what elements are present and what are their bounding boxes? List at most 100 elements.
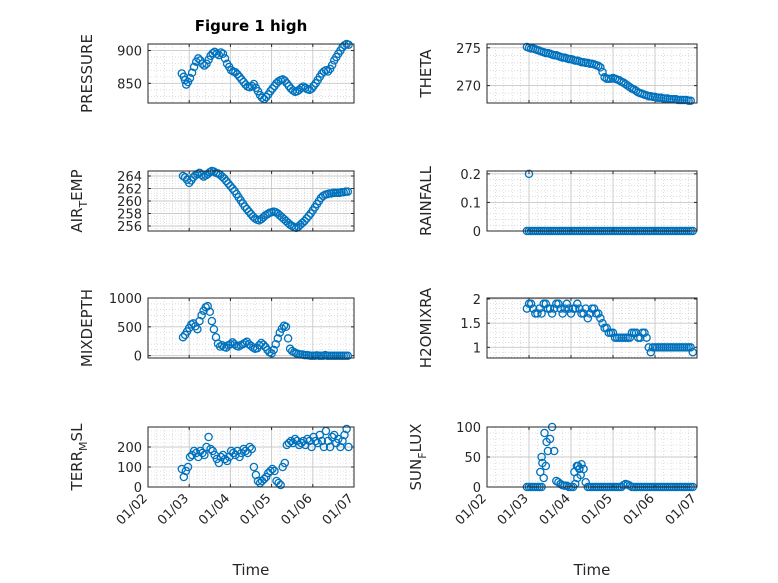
data-point: [185, 73, 195, 83]
x-tick-label: 01/02: [453, 491, 490, 528]
x-tick-label: 01/04: [196, 491, 233, 528]
x-tick-label: 01/07: [663, 491, 700, 528]
y-tick-label: 270: [456, 80, 481, 95]
data-point: [247, 444, 257, 454]
data-point: [235, 452, 244, 462]
data-point: [237, 448, 246, 458]
data-point: [686, 96, 695, 105]
y-tick-label: 258: [117, 208, 142, 223]
data-point: [323, 67, 333, 76]
data-point: [581, 477, 590, 487]
x-tick-label: 01/05: [579, 491, 616, 528]
data-point: [261, 92, 271, 102]
data-point: [226, 65, 236, 75]
y-tick-label: 0: [473, 481, 481, 496]
data-point: [340, 41, 349, 50]
data-point: [581, 304, 590, 313]
data-point: [642, 333, 651, 342]
y-tick-label: 50: [464, 451, 481, 466]
data-point: [640, 328, 649, 338]
x-tick-label: 01/07: [320, 491, 357, 528]
plot-area: [148, 427, 354, 487]
x-tick-label: 01/04: [537, 491, 574, 528]
x-tick-label: 01/02: [114, 491, 151, 528]
y-axis-label: TERRMSL: [68, 423, 90, 492]
y-tick-label: 275: [456, 42, 481, 57]
data-point: [327, 60, 337, 70]
y-axis-label: H2OMIXRA: [417, 287, 435, 368]
y-tick-label: 1000: [109, 292, 142, 307]
data-point: [566, 309, 576, 318]
data-point: [319, 442, 329, 452]
y-tick-label: 1: [473, 341, 481, 356]
data-point: [231, 67, 240, 77]
y-tick-label: 2: [473, 293, 481, 308]
data-point: [237, 75, 246, 84]
x-tick-label: 01/05: [237, 491, 274, 528]
data-point: [573, 299, 582, 309]
data-point: [598, 318, 607, 328]
subplot-pressure: 850 900 PRESSURE: [78, 34, 355, 113]
data-point: [271, 339, 280, 349]
data-point: [184, 178, 194, 188]
data-point: [585, 309, 595, 318]
data-point: [334, 434, 343, 444]
data-point: [644, 343, 653, 352]
y-tick-label: 200: [117, 441, 142, 456]
data-point: [286, 436, 296, 446]
data-point: [268, 464, 277, 474]
data-point: [198, 59, 207, 68]
plot-area: [487, 44, 697, 103]
data-point: [205, 307, 215, 317]
subplot-sun-flux: 0 50 100 01/02 01/03 01/04 01/05 01/06 01/07 Time…: [407, 421, 700, 579]
data-point: [636, 333, 645, 342]
data-point: [230, 339, 239, 349]
data-point: [313, 438, 322, 448]
data-point: [197, 311, 206, 320]
data-point: [242, 204, 252, 214]
data-point: [631, 328, 641, 338]
data-point: [183, 462, 193, 472]
data-point: [220, 454, 230, 464]
data-point: [202, 59, 211, 68]
data-point: [575, 304, 584, 313]
data-point: [240, 202, 250, 211]
data-point: [537, 452, 546, 462]
data-point: [536, 467, 545, 477]
x-tick-label: 01/06: [279, 491, 316, 528]
data-point: [541, 299, 551, 309]
data-point: [300, 216, 309, 226]
data-point: [281, 322, 291, 332]
x-tick-label: 01/03: [495, 491, 532, 528]
data-point: [275, 328, 285, 337]
subplot-theta: 270 275 THETA: [417, 42, 698, 105]
data-point: [222, 456, 232, 466]
data-point: [193, 324, 202, 334]
data-point: [229, 448, 238, 458]
data-point: [195, 316, 204, 326]
subplot-h2omixra: 1 1.5 2 H2OMIXRA: [417, 287, 698, 368]
data-point: [203, 301, 212, 311]
data-point: [297, 83, 306, 93]
data-point: [297, 438, 306, 448]
axes-box: [147, 426, 355, 488]
data-point: [189, 62, 199, 72]
data-point: [235, 72, 244, 82]
data-point: [212, 49, 222, 59]
data-point: [200, 61, 209, 70]
data-point: [266, 466, 275, 476]
data-point: [688, 347, 698, 357]
data-point: [342, 424, 351, 434]
data-point: [219, 174, 229, 183]
data-point: [556, 304, 565, 313]
subplot-terr-msl: 0 100 200 01/02 01/03 01/04 01/05 01/06 01/07 Tim…: [68, 423, 357, 579]
data-point: [204, 432, 213, 442]
data-point: [596, 314, 605, 323]
y-tick-label: 0: [473, 225, 481, 240]
y-tick-label: 256: [117, 220, 142, 235]
y-tick-label: 1.5: [460, 317, 481, 332]
y-tick-label: 850: [117, 77, 142, 92]
data-point: [570, 304, 580, 313]
data-point: [547, 309, 557, 318]
